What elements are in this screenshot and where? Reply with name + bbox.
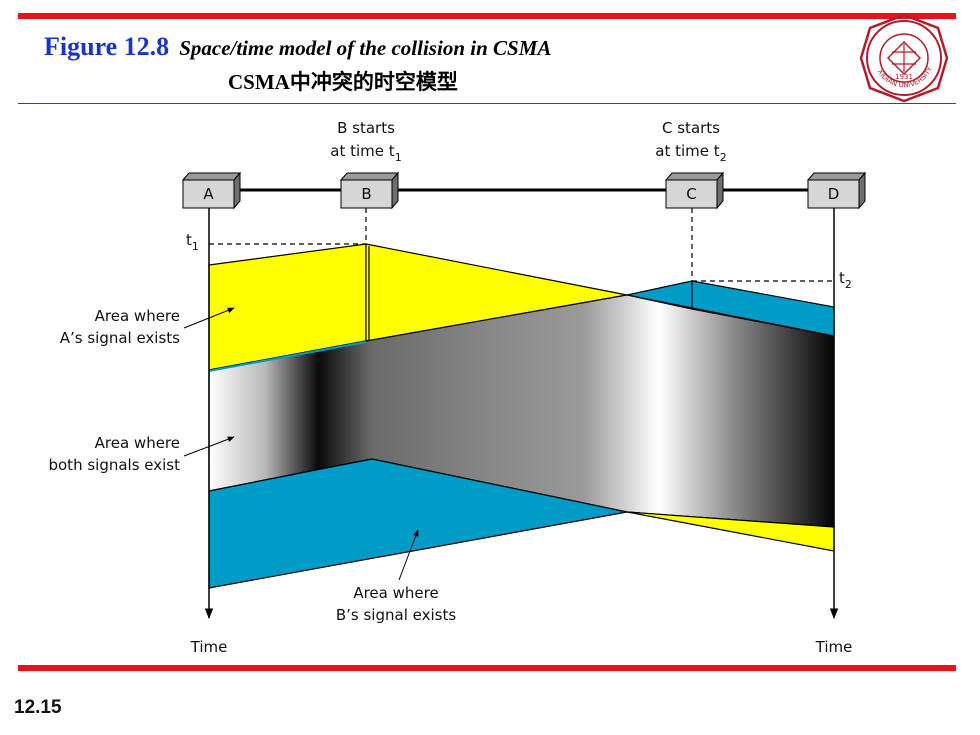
area-both-line2: both signals exist	[48, 456, 180, 474]
area-b-line1: Area where	[353, 584, 438, 602]
figure-title-zh: CSMA中冲突的时空模型	[228, 70, 458, 94]
figure-title-en: Space/time model of the collision in CSM…	[179, 36, 552, 60]
station-a: A	[181, 171, 242, 210]
station-c: C	[664, 171, 725, 210]
slide-title: Figure 12.8 Space/time model of the colli…	[44, 32, 551, 62]
title-divider	[18, 103, 956, 104]
area-a-line1: Area where	[95, 307, 180, 325]
c-starts-line2: at time t2	[655, 142, 726, 164]
station-d: D	[806, 171, 867, 210]
station-label: A	[203, 185, 214, 203]
c-starts-line1: C starts	[662, 119, 720, 137]
svg-text:1931: 1931	[895, 73, 913, 81]
station-label: C	[686, 185, 696, 203]
figure-number: Figure 12.8	[44, 32, 170, 61]
t1-label: t1	[186, 231, 199, 253]
station-label: D	[828, 185, 840, 203]
area-both-line1: Area where	[95, 434, 180, 452]
university-seal-logo: 1931 XIDIAN UNIVERSITY	[859, 13, 949, 103]
b-starts-line2: at time t1	[330, 142, 401, 164]
bottom-accent-bar	[18, 665, 956, 671]
time-label-right: Time	[815, 638, 853, 656]
b-starts-line1: B starts	[337, 119, 395, 137]
area-b-line2: B’s signal exists	[336, 606, 456, 624]
station-b: B	[339, 171, 400, 210]
page-number: 12.15	[14, 697, 62, 718]
t2-label: t2	[839, 269, 852, 291]
area-a-line2: A’s signal exists	[60, 329, 180, 347]
time-label-left: Time	[190, 638, 228, 656]
station-label: B	[361, 185, 371, 203]
top-accent-bar	[18, 13, 956, 19]
